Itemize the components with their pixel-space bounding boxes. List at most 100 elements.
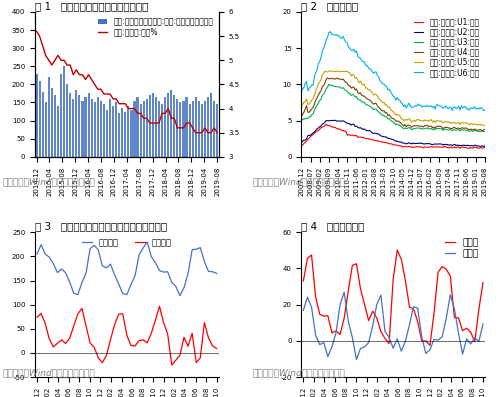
- 美国:失业率:U1:季调: [482, 145, 488, 149]
- 服务生产: [160, 270, 166, 274]
- 美国:失业率:U3:季调: [456, 127, 462, 132]
- Bar: [140, 104, 141, 157]
- 美国:失业率:U3:季调: [474, 129, 480, 134]
- 商品生产: [193, 360, 199, 365]
- 美国:失业率:U3:季调: [298, 118, 304, 123]
- Bar: [118, 114, 120, 157]
- 服务生产: [214, 271, 220, 276]
- 服务生产: [83, 271, 89, 276]
- 服务生产: [112, 272, 117, 277]
- 美国:失业率:U5:季调: [309, 98, 315, 102]
- Bar: [201, 104, 203, 157]
- Line: 美国:失业率:U1:季调: 美国:失业率:U1:季调: [302, 124, 485, 148]
- 建筑业: [337, 332, 343, 337]
- 制造业: [333, 330, 339, 335]
- Bar: [63, 66, 65, 157]
- 服务生产: [181, 285, 187, 290]
- 建筑业: [443, 267, 449, 272]
- Bar: [112, 106, 114, 157]
- 商品生产: [87, 341, 93, 345]
- 美国:失业率:U4:季调: [474, 127, 480, 132]
- 商品生产: [100, 360, 105, 365]
- 制造业: [346, 319, 352, 324]
- 制造业: [418, 334, 424, 339]
- 服务生产: [34, 251, 40, 256]
- Text: 图 3   商品生产就业项和服务生产就业项变动: 图 3 商品生产就业项和服务生产就业项变动: [35, 222, 167, 231]
- 建筑业: [300, 279, 306, 283]
- 建筑业: [341, 316, 347, 320]
- 制造业: [464, 337, 469, 341]
- Text: 数据来源：Wind、方正中期研究院: 数据来源：Wind、方正中期研究院: [2, 368, 95, 377]
- 商品生产: [210, 343, 216, 348]
- Bar: [180, 102, 182, 157]
- 制造业: [370, 323, 376, 328]
- 服务生产: [156, 268, 162, 273]
- 商品生产: [148, 331, 154, 335]
- 制造业: [354, 357, 360, 362]
- 服务生产: [38, 242, 44, 247]
- 制造业: [300, 308, 306, 313]
- 美国:失业率:U6:季调: [480, 108, 486, 113]
- Bar: [167, 93, 169, 157]
- 建筑业: [410, 306, 416, 311]
- 美国:失业率:U4:季调: [324, 75, 330, 80]
- 美国:失业率:U6:季调: [460, 106, 466, 110]
- 服务生产: [87, 246, 93, 251]
- 美国:失业率:U6:季调: [309, 83, 315, 87]
- 商品生产: [58, 337, 64, 342]
- 建筑业: [312, 294, 318, 299]
- 制造业: [406, 322, 412, 327]
- 建筑业: [464, 326, 469, 331]
- 建筑业: [427, 343, 433, 348]
- 美国:失业率:U4:季调: [482, 127, 488, 131]
- 服务生产: [50, 261, 56, 266]
- Bar: [192, 101, 194, 157]
- 建筑业: [476, 307, 482, 312]
- Bar: [48, 77, 50, 157]
- 制造业: [452, 306, 458, 311]
- 商品生产: [120, 311, 126, 316]
- 服务生产: [58, 267, 64, 272]
- 制造业: [362, 345, 368, 349]
- 制造业: [443, 316, 449, 321]
- Bar: [188, 104, 190, 157]
- 美国:失业率:U2:季调: [309, 131, 315, 136]
- 商品生产: [202, 320, 207, 325]
- Bar: [210, 93, 212, 157]
- 商品生产: [198, 355, 203, 360]
- 建筑业: [448, 274, 454, 278]
- 商品生产: [124, 333, 130, 338]
- 美国:失业率:U1:季调: [298, 143, 304, 148]
- 制造业: [350, 335, 356, 340]
- 建筑业: [456, 316, 462, 320]
- 制造业: [304, 295, 310, 300]
- 美国:失业率:U3:季调: [476, 129, 482, 134]
- 美国:失业率:U3:季调: [460, 127, 466, 132]
- 美国:失业率:U2:季调: [480, 144, 486, 149]
- Legend: 美国:新增非农就业人数:总计:季调（修正）千人, 美国:失业率:季调%: 美国:新增非农就业人数:总计:季调（修正）千人, 美国:失业率:季调%: [96, 16, 215, 39]
- 制造业: [410, 304, 416, 309]
- Bar: [142, 101, 144, 157]
- 美国:失业率:U2:季调: [482, 143, 488, 148]
- Line: 美国:失业率:U5:季调: 美国:失业率:U5:季调: [302, 71, 485, 126]
- 建筑业: [382, 336, 388, 341]
- 建筑业: [390, 277, 396, 281]
- 制造业: [316, 342, 322, 347]
- Bar: [60, 73, 62, 157]
- 服务生产: [132, 274, 138, 278]
- 服务生产: [104, 266, 110, 270]
- 美国:失业率:U2:季调: [474, 144, 480, 148]
- 制造业: [414, 306, 420, 310]
- 商品生产: [79, 306, 85, 310]
- 美国:失业率:U3:季调: [300, 117, 306, 121]
- Bar: [88, 93, 90, 157]
- 制造业: [468, 341, 473, 346]
- Legend: 美国:失业率:U1:季调, 美国:失业率:U2:季调, 美国:失业率:U3:季调, 美国:失业率:U4:季调, 美国:失业率:U5:季调, 美国:失业率:U6:: 美国:失业率:U1:季调, 美国:失业率:U2:季调, 美国:失业率:U3:季调…: [412, 16, 481, 79]
- Text: 图 2   失业率变动: 图 2 失业率变动: [302, 1, 358, 11]
- 服务生产: [96, 247, 102, 252]
- 美国:失业率:U4:季调: [456, 126, 462, 131]
- 建筑业: [386, 341, 392, 346]
- 建筑业: [406, 305, 412, 310]
- 制造业: [476, 339, 482, 344]
- Bar: [51, 88, 53, 157]
